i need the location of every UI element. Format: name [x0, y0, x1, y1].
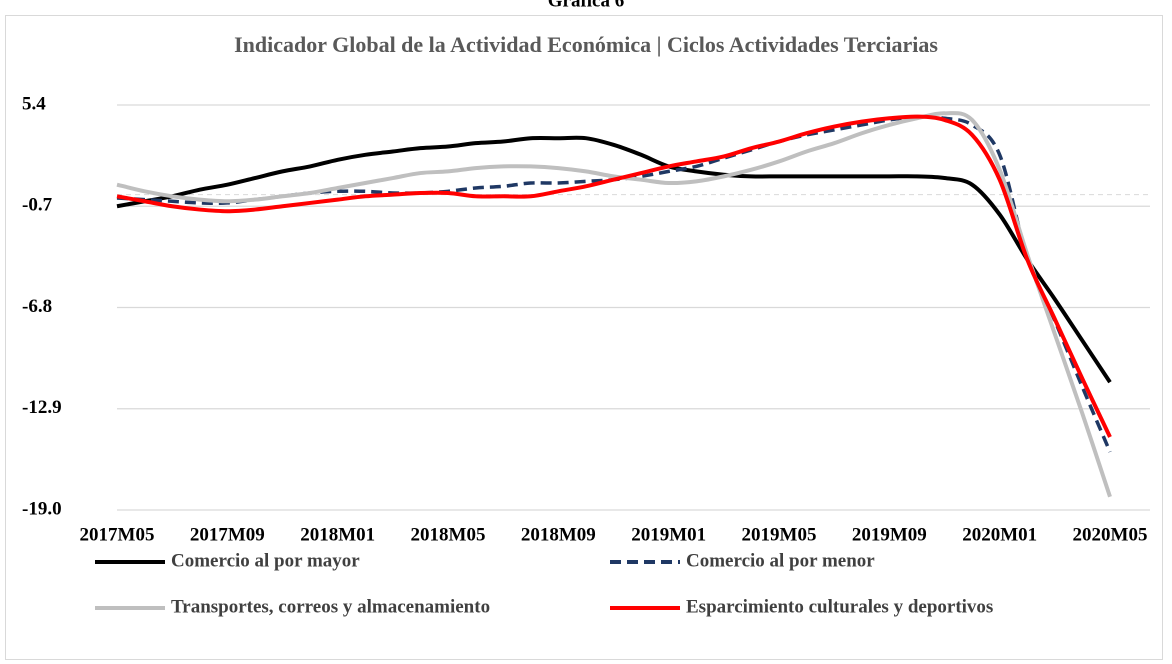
x-tick-label: 2018M09	[521, 524, 596, 545]
x-tick-label: 2017M09	[190, 524, 265, 545]
x-tick-label: 2020M05	[1073, 524, 1148, 545]
y-tick-label: 5.4	[22, 93, 46, 114]
y-tick-label: -19.0	[22, 498, 62, 519]
series-line	[116, 114, 1112, 453]
x-tick-label: 2017M05	[80, 524, 155, 545]
x-tick-label: 2019M01	[631, 524, 706, 545]
y-tick-label: -0.7	[22, 195, 53, 216]
x-tick-label: 2020M01	[962, 524, 1037, 545]
y-tick-label: -6.8	[22, 296, 52, 317]
series-line	[116, 111, 1112, 498]
series-line	[116, 114, 1112, 438]
y-tick-label: -12.9	[22, 397, 62, 418]
chart-caption: Gráfica 6	[548, 0, 625, 11]
legend-label: Esparcimiento culturales y deportivos	[686, 596, 993, 617]
chart-frame	[5, 15, 1163, 660]
legend-label: Transportes, correos y almacenamiento	[171, 596, 490, 617]
series-line	[116, 135, 1112, 384]
chart-title: Indicador Global de la Actividad Económi…	[234, 32, 938, 57]
x-tick-label: 2019M09	[852, 524, 927, 545]
x-tick-label: 2018M05	[411, 524, 486, 545]
legend-label: Comercio al por mayor	[171, 550, 360, 571]
legend-label: Comercio al por menor	[686, 550, 875, 571]
x-tick-label: 2018M01	[300, 524, 375, 545]
x-tick-label: 2019M05	[742, 524, 817, 545]
